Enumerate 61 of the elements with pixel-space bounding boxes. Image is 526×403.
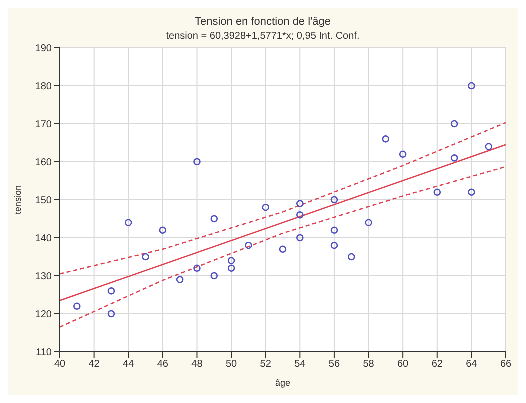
point xyxy=(228,257,236,264)
line-series xyxy=(60,122,506,275)
chart-subtitle: tension = 60,3928+1,5771*x; 0,95 Int. Conf. xyxy=(165,30,361,42)
point xyxy=(399,150,407,158)
x-tick-label: 58 xyxy=(363,359,375,370)
point xyxy=(348,253,356,261)
x-tick-label: 48 xyxy=(192,359,204,370)
y-tick-label: 160 xyxy=(35,158,52,169)
y-tick-label: 140 xyxy=(35,234,52,245)
line-series xyxy=(60,166,506,328)
point xyxy=(74,302,81,310)
x-tick-label: 44 xyxy=(123,359,135,370)
x-tick-label: 46 xyxy=(157,359,169,370)
point xyxy=(245,242,252,250)
y-tick-label: 190 xyxy=(35,44,52,55)
point xyxy=(382,136,390,143)
point xyxy=(434,188,442,196)
point xyxy=(262,204,270,212)
point xyxy=(108,288,116,295)
point xyxy=(296,212,304,219)
x-tick-label: 42 xyxy=(88,359,100,370)
y-tick-label: 120 xyxy=(35,310,52,321)
point xyxy=(450,120,458,128)
x-tick-label: 50 xyxy=(226,359,238,370)
x-tick-label: 56 xyxy=(328,359,340,370)
x-tick-label: 52 xyxy=(260,359,272,370)
x-tick-label: 60 xyxy=(398,359,410,370)
point xyxy=(279,246,287,254)
point xyxy=(485,143,492,150)
point xyxy=(330,196,338,204)
point xyxy=(210,272,218,280)
chart-title: Tension en fonction de l'âge xyxy=(194,15,332,28)
x-tick-label: 66 xyxy=(500,359,512,370)
point xyxy=(108,310,116,318)
x-tick-label: 64 xyxy=(466,359,478,370)
point xyxy=(176,276,184,284)
y-tick-label: 180 xyxy=(35,82,52,93)
y-tick-label: 110 xyxy=(36,348,52,359)
point xyxy=(194,158,201,166)
x-tick-label: 62 xyxy=(432,359,444,370)
point xyxy=(228,264,236,272)
point xyxy=(330,242,338,250)
y-tick-label: 170 xyxy=(35,120,52,131)
point xyxy=(468,82,476,90)
y-tick-label: 150 xyxy=(35,196,52,207)
point xyxy=(142,253,150,261)
y-axis-title: tension xyxy=(13,185,24,215)
point xyxy=(468,188,476,196)
point xyxy=(330,226,338,234)
x-axis-title: âge xyxy=(275,378,291,388)
y-tick-label: 130 xyxy=(35,272,52,283)
x-tick-label: 54 xyxy=(294,359,306,370)
point xyxy=(159,226,167,234)
point xyxy=(296,200,304,208)
x-tick-label: 40 xyxy=(54,359,66,370)
point xyxy=(194,264,201,272)
point xyxy=(210,215,218,223)
point xyxy=(124,219,132,226)
point xyxy=(296,234,304,242)
point xyxy=(450,154,458,162)
point xyxy=(365,219,372,226)
